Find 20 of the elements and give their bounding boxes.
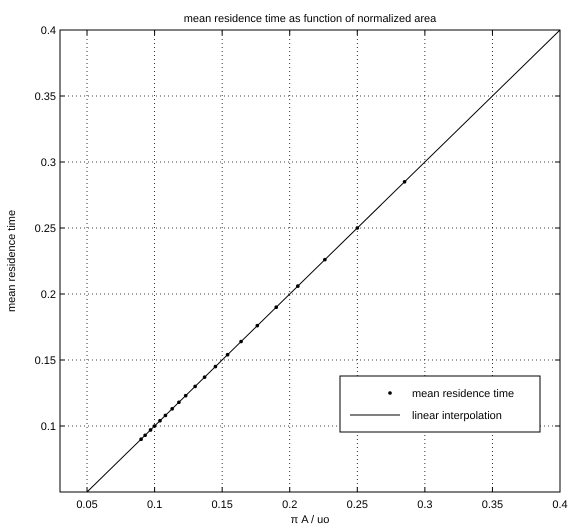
x-tick-label: 0.25: [346, 499, 368, 511]
x-tick-label: 0.35: [482, 499, 504, 511]
y-tick-label: 0.35: [34, 91, 56, 103]
legend-label: linear interpolation: [412, 410, 502, 422]
y-tick-label: 0.4: [40, 25, 56, 37]
y-tick-label: 0.25: [34, 223, 56, 235]
y-tick-label: 0.3: [40, 157, 56, 169]
x-tick-label: 0.4: [552, 499, 568, 511]
x-tick-label: 0.15: [211, 499, 233, 511]
x-tick-label: 0.05: [76, 499, 98, 511]
x-tick-label: 0.2: [282, 499, 298, 511]
y-tick-label: 0.1: [40, 421, 56, 433]
y-tick-label: 0.15: [34, 355, 56, 367]
y-tick-label: 0.2: [40, 289, 56, 301]
x-tick-label: 0.3: [417, 499, 433, 511]
chart-title: mean residence time as function of normalized area: [184, 13, 438, 25]
legend-label: mean residence time: [412, 388, 514, 400]
x-axis-title: π A / uo: [290, 514, 330, 526]
x-tick-label: 0.1: [146, 499, 162, 511]
y-axis-title: mean residence time: [6, 210, 18, 312]
